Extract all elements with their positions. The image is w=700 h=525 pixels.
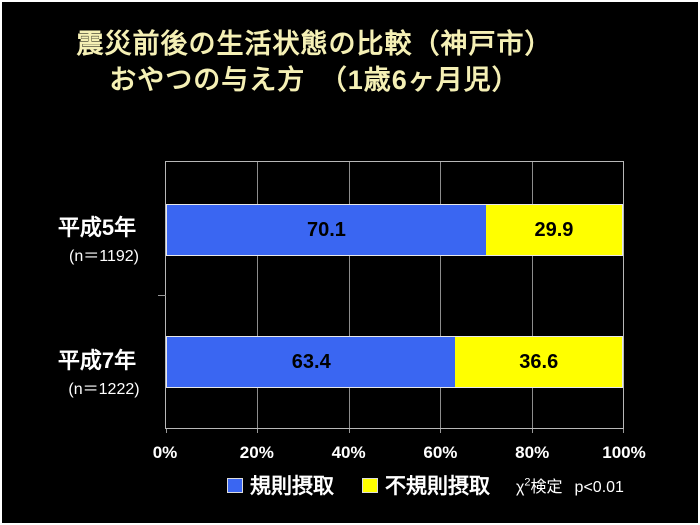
chi-square-annotation: χ2検定 p<0.01 <box>516 473 624 497</box>
legend-label-irregular: 不規則摂取 <box>385 475 490 498</box>
bar-value-label: 36.6 <box>519 350 559 373</box>
gridline-20 <box>257 162 259 428</box>
legend: 規則摂取 不規則摂取 χ2検定 p<0.01 <box>227 472 624 498</box>
x-axis-tick-20 <box>257 429 259 433</box>
x-tick-label-100: 100% <box>602 443 646 462</box>
chart-title-line2: おやつの与え方 （1歳6ヶ月児） <box>109 65 520 95</box>
p-value: p<0.01 <box>574 479 624 496</box>
chi-superscript: 2 <box>524 476 531 489</box>
bar-value-label: 29.9 <box>534 218 574 241</box>
gridline-80 <box>531 162 533 428</box>
gridline-40 <box>348 162 350 428</box>
x-tick-label-80: 80% <box>515 443 550 462</box>
legend-swatch-regular <box>227 477 243 493</box>
category-year-label: 平成7年 <box>57 348 137 373</box>
bar-segment-irregular-h7: 36.6 <box>455 337 622 387</box>
bar-segment-regular-h7: 63.4 <box>167 337 456 387</box>
x-tick-label-60: 60% <box>423 443 458 462</box>
bar-row-h5: 70.1 29.9 <box>166 204 623 256</box>
chart-title-line1: 震災前後の生活状態の比較（神戸市） <box>76 29 553 59</box>
category-year-label: 平成5年 <box>57 215 137 240</box>
legend-label-regular: 規則摂取 <box>250 475 334 498</box>
category-label-h5: 平成5年 (n＝1192) <box>27 215 167 267</box>
category-n-label: (n＝1222) <box>68 381 140 398</box>
bar-segment-regular-h5: 70.1 <box>167 205 486 255</box>
x-axis-tick-40 <box>348 429 350 433</box>
x-axis-tick-80 <box>531 429 533 433</box>
legend-item-regular: 規則摂取 <box>227 470 334 500</box>
x-axis: 0% 20% 40% 60% 80% 100% <box>153 443 646 463</box>
chart-title: 震災前後の生活状態の比較（神戸市） おやつの与え方 （1歳6ヶ月児） <box>2 26 627 98</box>
x-tick-label-20: 20% <box>239 443 274 462</box>
y-axis-tick <box>158 295 166 296</box>
gridline-60 <box>440 162 442 428</box>
legend-item-irregular: 不規則摂取 <box>362 470 490 500</box>
x-axis-tick-0 <box>166 429 167 433</box>
plot-area: 70.1 29.9 63.4 36.6 <box>158 161 624 433</box>
x-axis-tick-60 <box>440 429 442 433</box>
bar-value-label: 63.4 <box>291 350 331 373</box>
category-label-h7: 平成7年 (n＝1222) <box>27 348 167 400</box>
legend-swatch-irregular <box>362 477 378 493</box>
bar-value-label: 70.1 <box>307 218 346 241</box>
bar-row-h7: 63.4 36.6 <box>166 336 623 388</box>
category-n-label: (n＝1192) <box>69 248 139 265</box>
bar-segment-irregular-h5: 29.9 <box>485 205 622 255</box>
x-tick-label-40: 40% <box>331 443 366 462</box>
chi-symbol: χ <box>516 479 525 496</box>
x-tick-label-0: 0% <box>152 443 178 462</box>
chi-suffix: 検定 <box>530 479 563 496</box>
x-axis-tick-100 <box>623 429 624 433</box>
